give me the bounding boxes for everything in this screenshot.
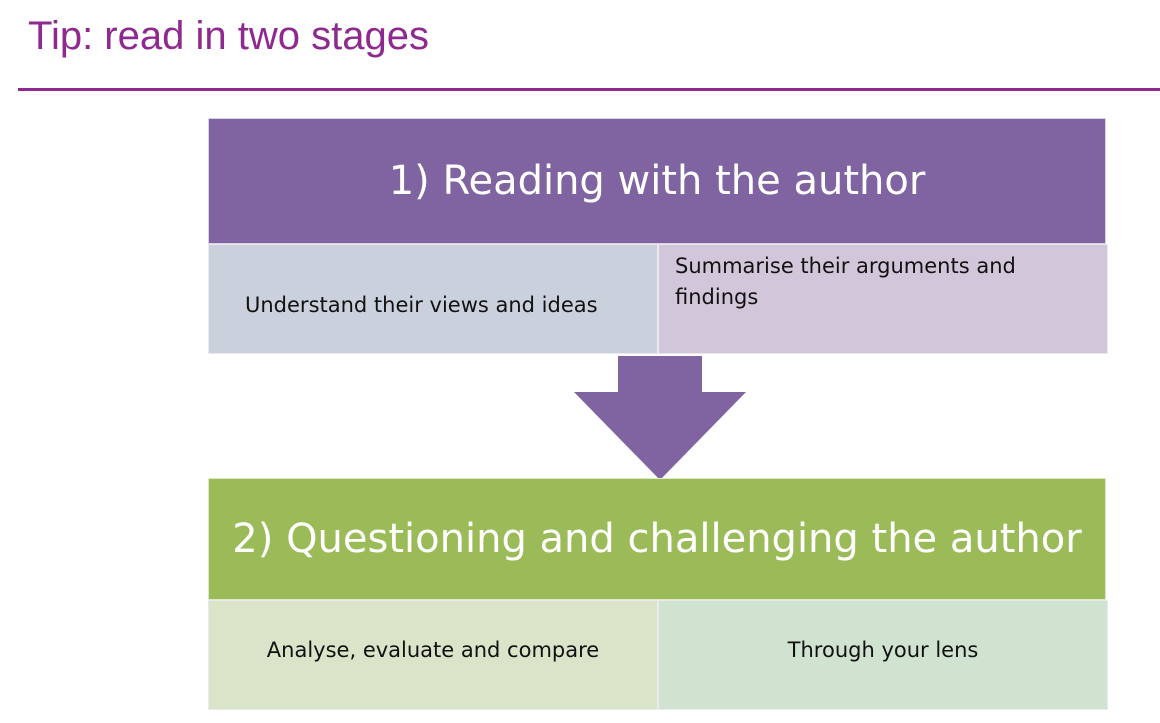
stage-1-header: 1) Reading with the author [208,118,1106,244]
slide-title: Tip: read in two stages [28,14,429,58]
stage-2-header: 2) Questioning and challenging the autho… [208,478,1106,600]
stage-2-item-lens: Through your lens [658,600,1108,710]
down-arrow-shape [574,356,746,480]
stage-2-item-analyse: Analyse, evaluate and compare [208,600,658,710]
title-divider [18,88,1160,91]
down-arrow-icon [574,356,746,480]
stage-1-item-summarise: Summarise their arguments and findings [658,244,1108,354]
stage-1-item-understand: Understand their views and ideas [208,244,658,354]
